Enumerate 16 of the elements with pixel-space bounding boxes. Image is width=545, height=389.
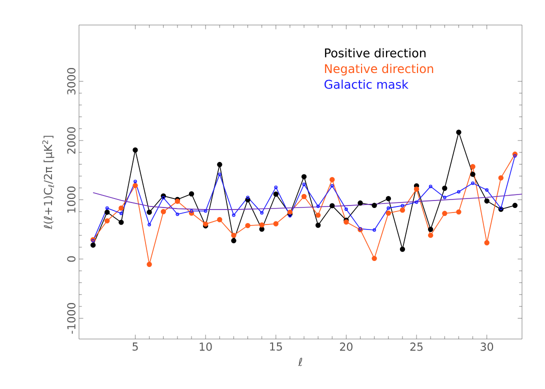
text: Galactic mask xyxy=(324,80,408,89)
y-tick-label: 3000 xyxy=(67,68,76,94)
x-axis-title: ℓ xyxy=(298,358,302,366)
y-axis-title: ℓ(ℓ+1)C$_{ℓ}$/2π [μK$^{2}$] xyxy=(42,136,54,230)
x-tick-label: 20 xyxy=(340,342,352,351)
x-tick-label: 30 xyxy=(480,342,494,351)
x-tick-label: 25 xyxy=(410,342,423,351)
x-tick-label: 15 xyxy=(270,342,282,351)
y-tick-label: 0 xyxy=(67,256,76,262)
x-tick-label: 10 xyxy=(200,342,212,351)
text: Negative direction xyxy=(325,64,434,76)
x-tick-label: 5 xyxy=(132,342,138,351)
y-tick-label: -1000 xyxy=(67,303,76,334)
text: Positive direction xyxy=(325,48,426,58)
y-tick-label: 2000 xyxy=(67,127,76,154)
y-tick-label: 1000 xyxy=(67,186,76,213)
